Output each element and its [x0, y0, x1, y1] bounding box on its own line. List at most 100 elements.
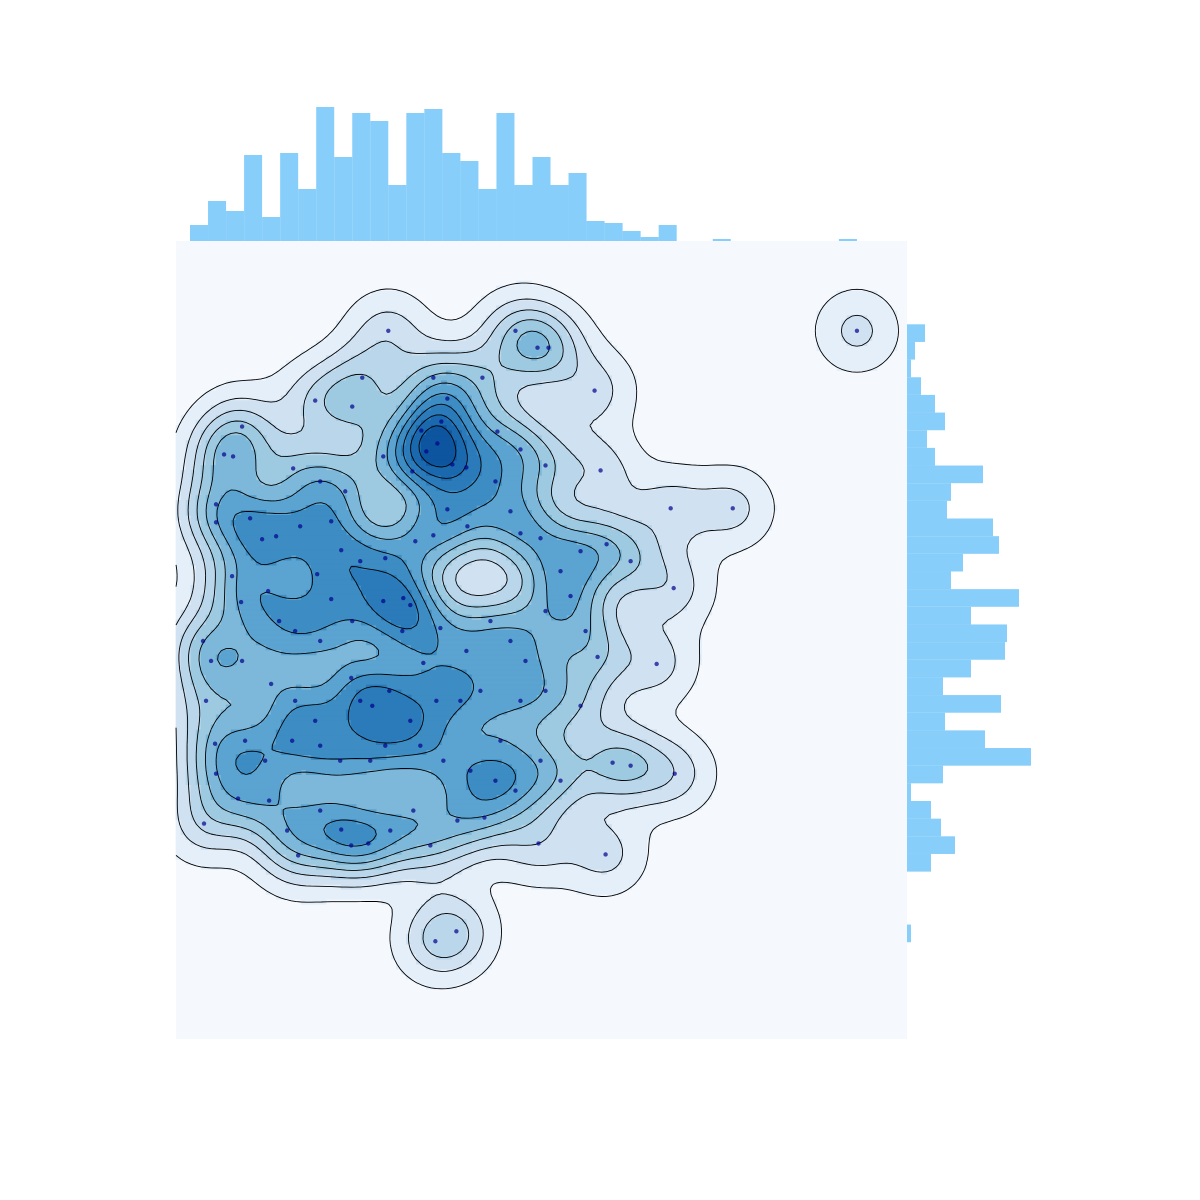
- scatter-point: [203, 698, 209, 704]
- scatter-point: [480, 375, 485, 380]
- y-hist-bar: [907, 553, 963, 572]
- scatter-point: [419, 428, 424, 433]
- scatter-point: [513, 788, 518, 793]
- scatter-point: [518, 531, 523, 536]
- x-hist-bar: [838, 239, 857, 241]
- contour-line: [347, 403, 482, 744]
- scatter-point: [583, 628, 588, 634]
- x-hist-bar: [478, 189, 497, 241]
- scatter-point: [671, 585, 676, 591]
- scatter-point: [411, 808, 416, 813]
- x-hist-bar: [244, 155, 263, 241]
- scatter-point: [543, 608, 548, 614]
- scatter-point: [343, 489, 348, 494]
- scatter-point: [454, 929, 459, 934]
- scatter-point: [259, 537, 265, 542]
- y-hist-bar: [907, 836, 955, 854]
- scatter-point: [386, 328, 391, 333]
- scatter-point: [568, 593, 573, 599]
- scatter-point: [435, 441, 440, 446]
- x-hist-bar: [568, 173, 587, 241]
- scatter-point: [401, 595, 406, 601]
- scatter-point: [513, 328, 518, 333]
- scatter-point: [242, 738, 248, 743]
- scatter-point: [431, 375, 436, 380]
- y-hist-bar: [907, 394, 935, 413]
- y-hist-bar: [907, 518, 993, 537]
- scatter-point: [418, 743, 423, 748]
- x-hist-bar: [640, 237, 659, 241]
- y-hist-bar: [907, 642, 1005, 660]
- scatter-point: [408, 602, 413, 608]
- x-hist-bar: [352, 113, 371, 241]
- scatter-point: [239, 658, 245, 664]
- y-hist-bar: [907, 500, 947, 519]
- scatter-point: [538, 536, 543, 541]
- x-hist-bar: [226, 211, 245, 241]
- y-hist-bar: [907, 677, 943, 696]
- scatter-point: [212, 741, 218, 746]
- x-hist-bar: [622, 231, 641, 241]
- x-hist-bar: [550, 185, 569, 241]
- x-hist-bar: [208, 201, 227, 241]
- scatter-point: [604, 542, 609, 547]
- scatter-point: [535, 345, 540, 350]
- scatter-point: [518, 447, 523, 452]
- scatter-point: [262, 758, 268, 763]
- y-hist-bar: [907, 853, 931, 872]
- scatter-point: [290, 466, 296, 471]
- scatter-point: [428, 843, 433, 848]
- scatter-point: [230, 454, 236, 459]
- y-hist-bar: [907, 341, 915, 360]
- scatter-point: [276, 618, 282, 624]
- scatter-point: [538, 758, 543, 763]
- scatter-point: [413, 539, 418, 544]
- scatter-point: [239, 424, 245, 429]
- scatter-point: [488, 618, 493, 624]
- x-hist-bar: [298, 189, 317, 241]
- scatter-point: [366, 841, 371, 846]
- y-hist-bar: [907, 695, 1001, 713]
- contour-line: [215, 382, 599, 857]
- scatter-point: [339, 548, 344, 553]
- x-hist-bar: [388, 185, 407, 241]
- scatter-point: [424, 449, 429, 454]
- scatter-point: [221, 452, 227, 457]
- scatter-point: [317, 638, 323, 644]
- scatter-point: [455, 818, 460, 823]
- scatter-point: [292, 628, 298, 634]
- x-hist-bar: [460, 161, 479, 241]
- x-hist-bar: [280, 153, 299, 241]
- y-hist-bar: [907, 536, 999, 554]
- scatter-point: [628, 763, 633, 768]
- scatter-point: [213, 771, 219, 776]
- scatter-point: [464, 465, 469, 470]
- scatter-point: [312, 398, 318, 403]
- y-hist-bar: [907, 430, 927, 448]
- scatter-point: [439, 419, 444, 424]
- scatter-point: [265, 588, 271, 594]
- scatter-point: [450, 462, 455, 467]
- scatter-point: [339, 827, 344, 832]
- contour-line: [175, 298, 873, 972]
- x-hist-bar: [442, 153, 461, 241]
- scatter-point: [508, 638, 513, 644]
- scatter-point: [493, 778, 498, 783]
- scatter-point: [400, 628, 405, 634]
- scatter-point: [273, 534, 279, 539]
- contour-line: [198, 330, 621, 864]
- scatter-point: [478, 688, 483, 694]
- y-hist-bar: [907, 606, 971, 625]
- scatter-point: [317, 808, 323, 813]
- scatter-point: [360, 375, 365, 380]
- y-hist-bar: [907, 783, 911, 801]
- y-hist-bar: [907, 730, 985, 749]
- y-hist-bar: [907, 624, 1007, 643]
- y-hist-bar: [907, 659, 971, 678]
- contour-line: [418, 425, 457, 468]
- contour-line: [175, 282, 899, 990]
- y-hist-bar: [907, 818, 941, 837]
- y-hist-bar: [907, 359, 911, 378]
- scatter-point: [213, 520, 219, 525]
